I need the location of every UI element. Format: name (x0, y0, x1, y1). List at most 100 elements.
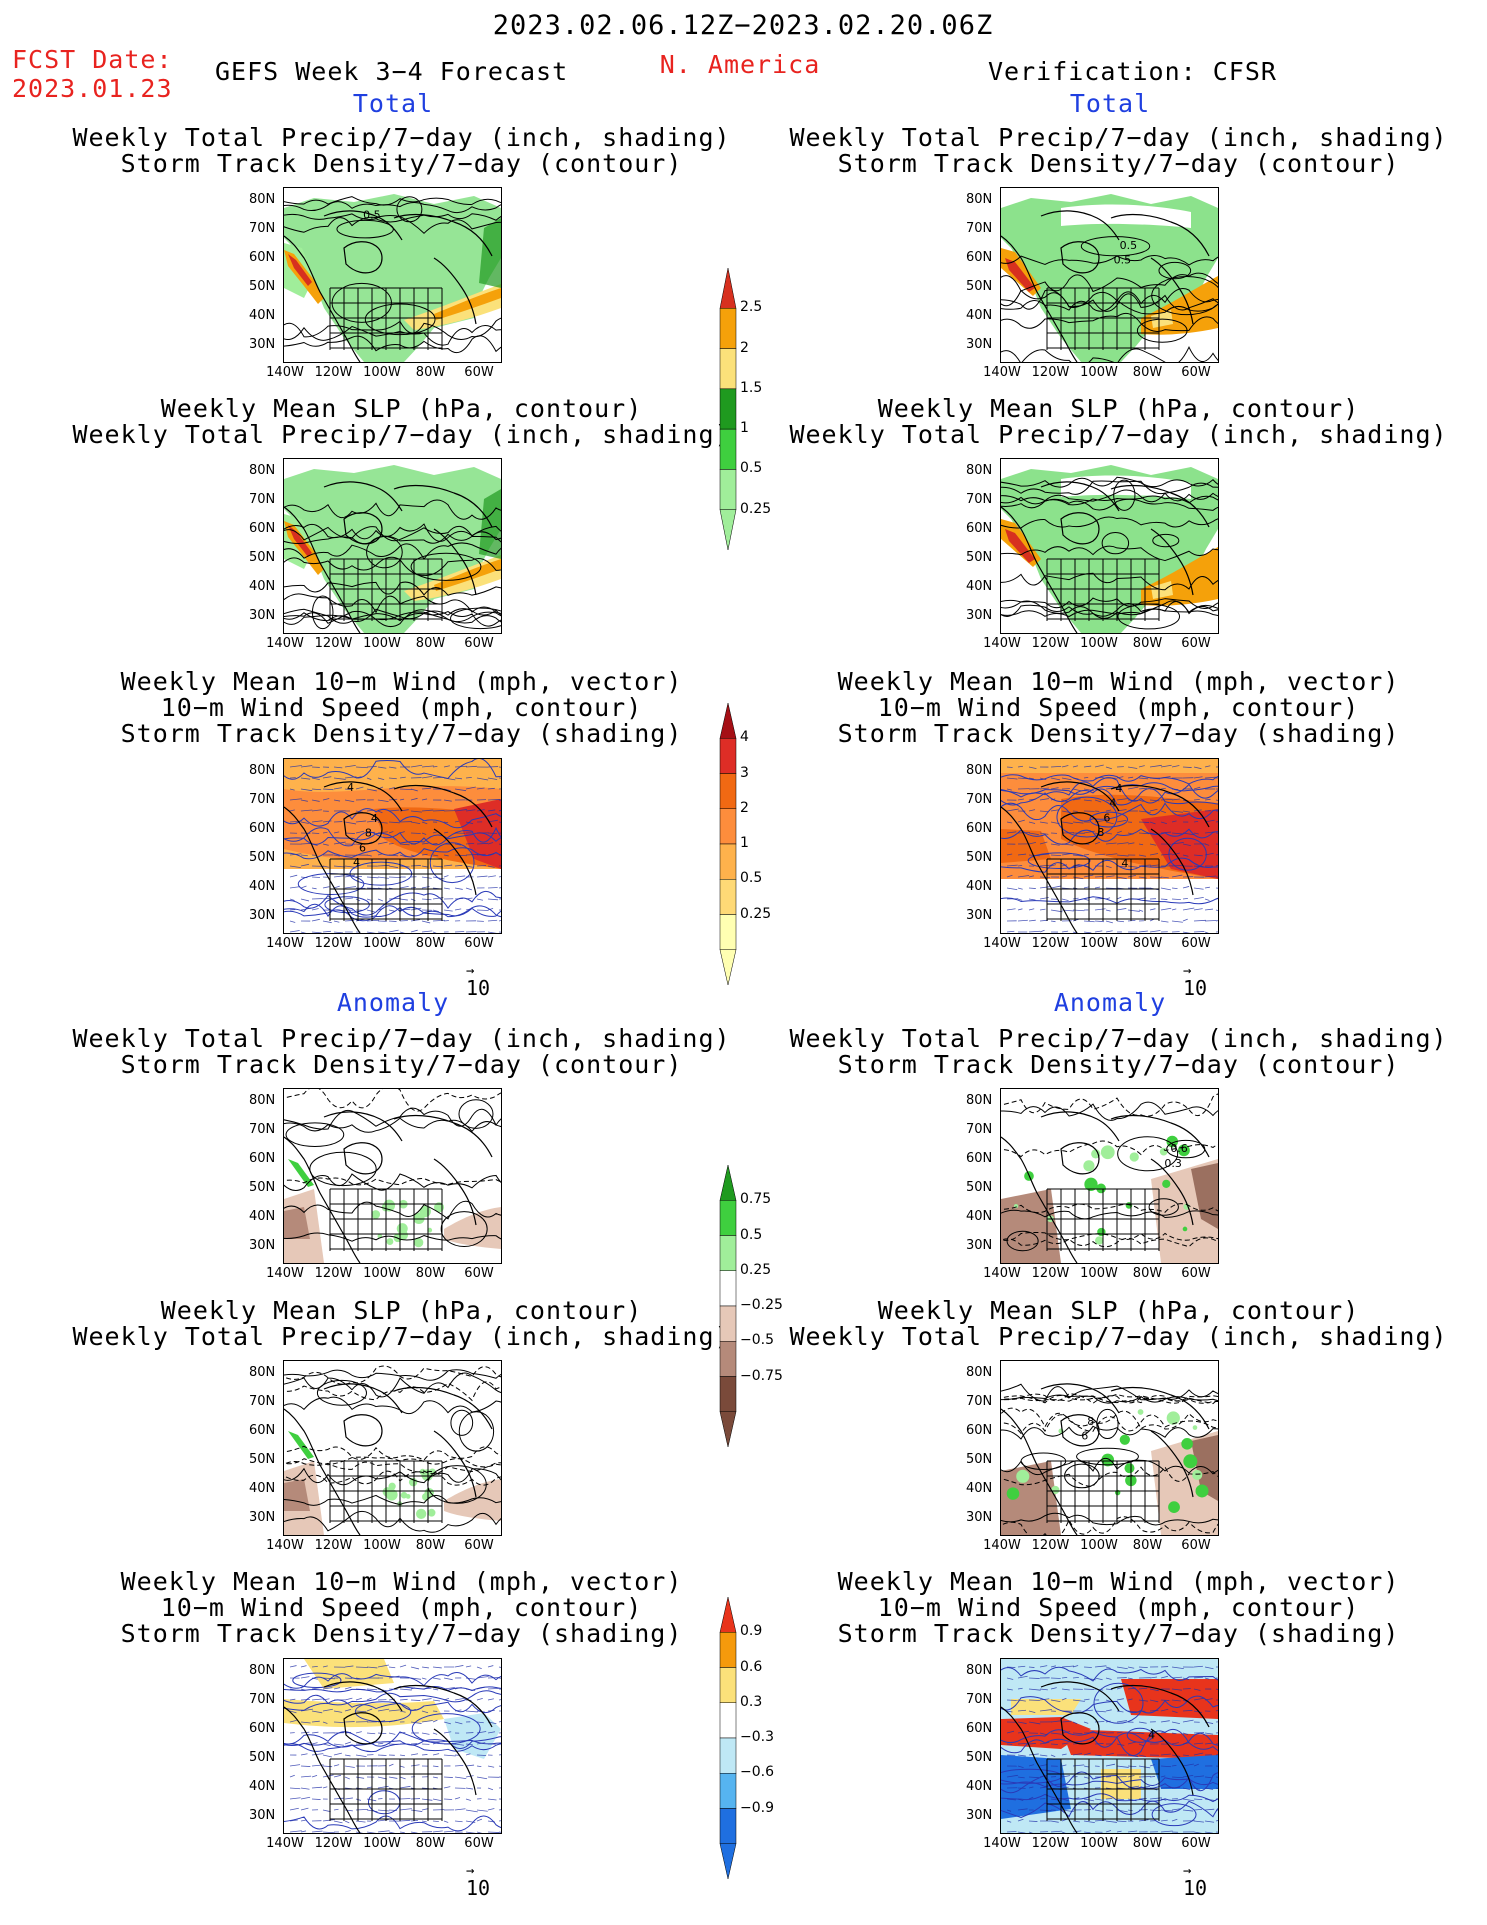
svg-text:8: 8 (1087, 1415, 1094, 1428)
lat-tick: 50N (966, 1750, 993, 1765)
lat-tick: 60N (966, 521, 993, 536)
lat-tick: 80N (249, 192, 276, 207)
map-fcst-anom-wind-storm (283, 1658, 502, 1834)
panel-title-line: Weekly Mean 10−m Wind (mph, vector) (120, 667, 683, 696)
lon-tick: 80W (415, 1836, 446, 1851)
lat-tick: 30N (966, 608, 993, 623)
lon-tick: 60W (1181, 1266, 1211, 1281)
map-fcst-anom-precip-storm (283, 1088, 502, 1264)
lon-tick: 80W (1132, 936, 1163, 951)
lon-tick: 60W (1181, 636, 1211, 651)
panel-title-line: 10−m Wind Speed (mph, contour) (877, 1593, 1360, 1622)
lat-tick: 70N (249, 221, 276, 236)
lat-tick: 50N (249, 1750, 276, 1765)
lat-tick: 60N (966, 1721, 993, 1736)
svg-text:4: 4 (347, 781, 354, 794)
colorbar-label: −0.3 (740, 1729, 774, 1745)
lon-tick: 120W (1031, 1836, 1070, 1851)
lat-tick: 30N (249, 608, 276, 623)
panel-title-line: 10−m Wind Speed (mph, contour) (160, 693, 643, 722)
panel-title-line: Weekly Mean SLP (hPa, contour) (160, 1296, 643, 1325)
lat-tick: 80N (249, 763, 276, 778)
region-label: N. America (659, 50, 821, 79)
lat-tick: 60N (249, 521, 276, 536)
colorbar-label: 1 (740, 420, 749, 437)
verification-label: Verification: CFSR (988, 57, 1277, 86)
lat-tick: 80N (249, 1365, 276, 1380)
colorbar-segment (719, 1632, 737, 1668)
panel-title-line: Weekly Total Precip/7−day (inch, shading… (789, 123, 1448, 152)
lon-tick: 60W (464, 936, 494, 951)
lat-tick: 60N (249, 1151, 276, 1166)
panel-title-line: Weekly Mean 10−m Wind (mph, vector) (837, 1567, 1400, 1596)
panel-title: Weekly Mean SLP (hPa, contour) Weekly Tot… (72, 1298, 730, 1350)
colorbar-segment (719, 808, 737, 845)
lat-tick: 30N (966, 337, 993, 352)
panel-title-line: Weekly Total Precip/7−day (inch, shading… (789, 1322, 1448, 1351)
lon-tick: 140W (266, 936, 304, 951)
lon-tick: 80W (415, 1266, 446, 1281)
lon-tick: 80W (1132, 636, 1163, 651)
lon-tick: 140W (983, 1266, 1021, 1281)
colorbar-label: 3 (740, 764, 749, 781)
lat-tick: 40N (249, 879, 276, 894)
colorbar-segment (719, 1235, 737, 1271)
panel-title: Weekly Mean 10−m Wind (mph, vector) 10−m … (838, 1569, 1400, 1647)
date-range: 2023.02.06.12Z−2023.02.20.06Z (492, 10, 994, 41)
map-fcst-total-precip-storm: 0.5 (283, 187, 502, 363)
lat-tick: 80N (249, 1663, 276, 1678)
map-canvas: 0.50.5 (1001, 194, 1218, 362)
svg-text:0.3: 0.3 (1164, 1157, 1182, 1170)
lon-tick: 80W (1132, 1538, 1163, 1553)
section-total-left: Total (352, 89, 434, 118)
colorbar-segment (719, 1376, 737, 1412)
lat-tick: 40N (966, 1779, 993, 1794)
colorbar-segment (719, 469, 737, 510)
svg-text:4: 4 (353, 856, 360, 869)
lat-tick: 40N (249, 579, 276, 594)
colorbar-label: −0.6 (740, 1764, 774, 1781)
colorbar-segment (719, 308, 737, 349)
lat-tick: 60N (249, 821, 276, 836)
colorbar-label: 2 (740, 799, 749, 816)
panel-title-line: Storm Track Density/7−day (shading) (120, 1619, 683, 1648)
map-canvas: 0.5 (284, 194, 501, 362)
colorbar-label: 0.25 (740, 500, 772, 517)
svg-text:6: 6 (1081, 1430, 1088, 1443)
panel-title-line: Weekly Mean SLP (hPa, contour) (160, 394, 643, 423)
panel-title: Weekly Mean SLP (hPa, contour) Weekly Tot… (789, 1298, 1447, 1350)
svg-text:0.5: 0.5 (363, 208, 381, 221)
lat-tick: 40N (966, 579, 993, 594)
panel-title-line: Weekly Total Precip/7−day (inch, shading… (789, 1024, 1448, 1053)
lat-tick: 50N (966, 850, 993, 865)
lon-tick: 80W (1132, 1836, 1163, 1851)
colorbar-label: 1 (740, 835, 749, 851)
lon-tick: 60W (464, 1836, 494, 1851)
lat-tick: 70N (966, 1692, 993, 1707)
map-canvas: 4 (1001, 1659, 1218, 1833)
lat-tick: 70N (249, 1692, 276, 1707)
panel-title-line: Storm Track Density/7−day (contour) (120, 149, 683, 178)
colorbar-segment (719, 1305, 737, 1342)
lon-tick: 80W (415, 1538, 446, 1553)
svg-text:0.5: 0.5 (1114, 254, 1132, 267)
lat-tick: 70N (966, 1394, 993, 1409)
colorbar-label: 0.5 (740, 870, 763, 887)
lon-tick: 140W (266, 1266, 304, 1281)
colorbar-label: 4 (740, 729, 749, 746)
svg-text:4: 4 (371, 812, 378, 825)
lon-tick: 80W (415, 636, 446, 651)
svg-text:0.5: 0.5 (1120, 239, 1138, 252)
lon-tick: 100W (1080, 1266, 1118, 1281)
panel-title-line: Weekly Mean 10−m Wind (mph, vector) (837, 667, 1400, 696)
panel-title: Weekly Mean SLP (hPa, contour) Weekly Tot… (789, 396, 1447, 448)
svg-text:4: 4 (1109, 797, 1116, 810)
colorbar-label: 2.5 (740, 299, 763, 316)
lat-tick: 30N (249, 1238, 276, 1253)
panel-title: Weekly Mean 10−m Wind (mph, vector) 10−m … (121, 669, 683, 747)
svg-text:0.6: 0.6 (1170, 1142, 1188, 1155)
lon-tick: 100W (1080, 936, 1118, 951)
colorbar-label: 0.6 (740, 1658, 763, 1675)
map-canvas (284, 1089, 501, 1263)
